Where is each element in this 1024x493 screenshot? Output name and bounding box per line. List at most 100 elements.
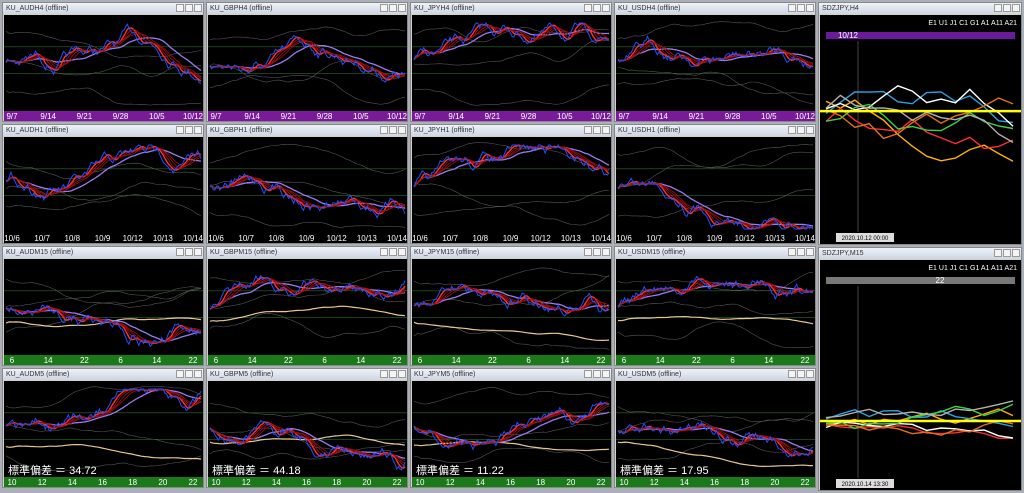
close-button[interactable] — [398, 248, 406, 256]
close-button[interactable] — [602, 126, 610, 134]
maximize-button[interactable] — [593, 248, 601, 256]
minimize-button[interactable] — [788, 126, 796, 134]
chart-background — [616, 15, 815, 121]
moving-average — [413, 287, 610, 311]
close-button[interactable] — [398, 126, 406, 134]
window-title: KU_AUDM15 (offline) — [6, 249, 74, 256]
maximize-button[interactable] — [593, 126, 601, 134]
chart-area: 6 14 22 6 14 22 — [412, 259, 611, 365]
date-strip — [412, 111, 611, 121]
date-label: 18 — [332, 478, 341, 487]
date-strip — [412, 355, 611, 365]
close-button[interactable] — [1012, 4, 1020, 12]
close-button[interactable] — [1012, 249, 1020, 257]
close-button[interactable] — [806, 126, 814, 134]
maximize-button[interactable] — [797, 248, 805, 256]
close-button[interactable] — [806, 4, 814, 12]
chart-area: 9/7 9/14 9/21 9/28 10/5 10/12 — [412, 15, 611, 121]
maximize-button[interactable] — [389, 248, 397, 256]
maximize-button[interactable] — [185, 4, 193, 12]
minimize-button[interactable] — [584, 126, 592, 134]
minimize-button[interactable] — [994, 4, 1002, 12]
maximize-button[interactable] — [389, 126, 397, 134]
close-button[interactable] — [398, 370, 406, 378]
maximize-button[interactable] — [185, 126, 193, 134]
date-strip — [4, 111, 203, 121]
date-label: 9/7 — [618, 112, 630, 121]
maximize-button[interactable] — [593, 370, 601, 378]
close-button[interactable] — [602, 4, 610, 12]
minimize-button[interactable] — [584, 4, 592, 12]
chart-background — [4, 381, 203, 487]
close-button[interactable] — [602, 370, 610, 378]
maximize-button[interactable] — [185, 248, 193, 256]
band-line — [5, 286, 202, 333]
period-label: 22 — [936, 276, 945, 285]
date-label: 10/9 — [95, 234, 111, 243]
close-button[interactable] — [602, 248, 610, 256]
minimize-button[interactable] — [584, 248, 592, 256]
minimize-button[interactable] — [380, 370, 388, 378]
minimize-button[interactable] — [584, 370, 592, 378]
chart-window: SDZJPY,M15 E1 U1 J1 C1 G1 A1 A11 A21 22 202… — [818, 247, 1022, 491]
date-label: 10/14 — [387, 234, 407, 243]
window-title: KU_USDM5 (offline) — [618, 371, 682, 378]
band-line — [209, 60, 406, 83]
close-button[interactable] — [806, 370, 814, 378]
close-button[interactable] — [194, 126, 202, 134]
date-label: 6 — [10, 356, 15, 365]
minimize-button[interactable] — [176, 248, 184, 256]
minimize-button[interactable] — [788, 370, 796, 378]
maximize-button[interactable] — [797, 126, 805, 134]
close-button[interactable] — [194, 4, 202, 12]
date-strip — [412, 477, 611, 487]
minimize-button[interactable] — [994, 249, 1002, 257]
minimize-button[interactable] — [380, 4, 388, 12]
title-bar: SDZJPY,H4 — [819, 3, 1021, 14]
date-strip — [4, 477, 203, 487]
band-line — [413, 447, 610, 464]
date-label: 10/6 — [208, 234, 224, 243]
band-line — [209, 312, 406, 338]
minimize-button[interactable] — [176, 126, 184, 134]
chart-window: KU_GBPH4 (offline) 9/7 9/14 9/21 9/28 10/5 10/… — [206, 2, 408, 122]
maximize-button[interactable] — [389, 370, 397, 378]
window-buttons — [380, 370, 406, 378]
moving-average — [413, 403, 610, 447]
close-button[interactable] — [806, 248, 814, 256]
chart-window: KU_AUDM5 (offline) 10 12 14 16 18 20 22 標準偏差 ＝ 3… — [2, 368, 204, 488]
moving-average — [5, 145, 202, 199]
maximize-button[interactable] — [1003, 249, 1011, 257]
chart-area: 10 12 14 16 18 20 22 標準偏差 ＝ 17.95 — [616, 381, 815, 487]
date-label: 10/8 — [269, 234, 285, 243]
date-label: 18 — [128, 478, 137, 487]
minimize-button[interactable] — [176, 4, 184, 12]
window-title: KU_USDH1 (offline) — [618, 127, 681, 134]
maximize-button[interactable] — [1003, 4, 1011, 12]
window-title: SDZJPY,M15 — [822, 250, 864, 257]
date-label: 10/9 — [299, 234, 315, 243]
maximize-button[interactable] — [593, 4, 601, 12]
minimize-button[interactable] — [380, 126, 388, 134]
maximize-button[interactable] — [797, 4, 805, 12]
window-buttons — [176, 248, 202, 256]
close-button[interactable] — [194, 248, 202, 256]
strength-line — [825, 403, 1014, 430]
title-bar: KU_AUDM5 (offline) — [3, 369, 203, 380]
minimize-button[interactable] — [380, 248, 388, 256]
minimize-button[interactable] — [788, 4, 796, 12]
chart-area: E1 U1 J1 C1 G1 A1 A11 A21 22 2020.10.14 13… — [820, 260, 1021, 490]
minimize-button[interactable] — [176, 370, 184, 378]
date-label: 10/12 — [183, 112, 203, 121]
close-button[interactable] — [194, 370, 202, 378]
chart-background — [820, 15, 1021, 244]
minimize-button[interactable] — [788, 248, 796, 256]
maximize-button[interactable] — [797, 370, 805, 378]
chart-window: KU_AUDM15 (offline) 6 14 22 6 14 22 — [2, 246, 204, 366]
date-strip — [616, 233, 815, 243]
maximize-button[interactable] — [185, 370, 193, 378]
close-button[interactable] — [398, 4, 406, 12]
maximize-button[interactable] — [389, 4, 397, 12]
window-title: KU_AUDM5 (offline) — [6, 371, 70, 378]
date-label: 12 — [242, 478, 251, 487]
